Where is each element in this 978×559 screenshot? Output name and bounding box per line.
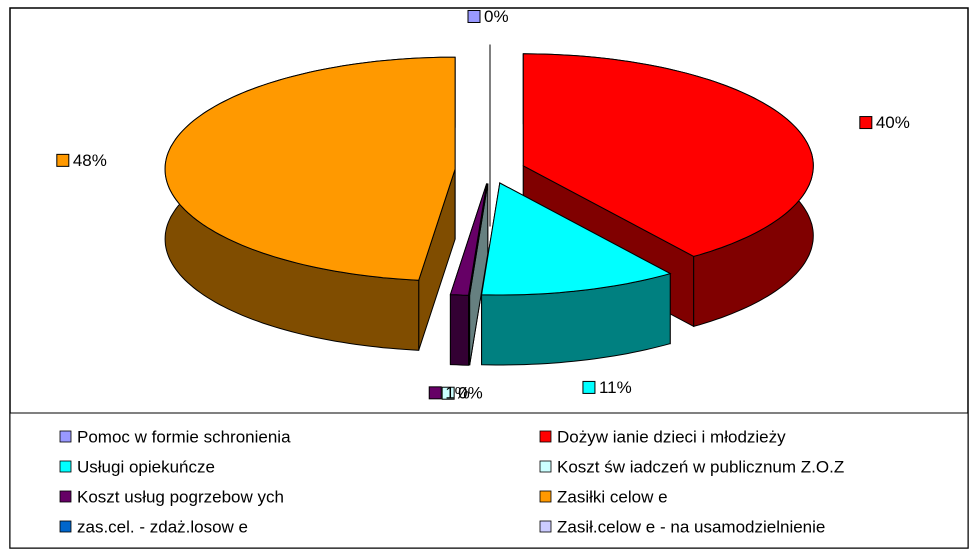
slice [164, 56, 456, 351]
legend-swatch [59, 490, 72, 503]
slice-top [481, 182, 672, 296]
data-label: 40% [876, 113, 910, 132]
label-swatch [428, 386, 442, 400]
label-swatch [467, 9, 481, 23]
data-label: 0% [484, 7, 509, 26]
label-swatch [441, 386, 455, 400]
legend-label: Koszt usług pogrzebow ych [77, 487, 284, 506]
legend-label: Pomoc w formie schronienia [77, 427, 291, 446]
slice [469, 183, 489, 366]
legend-label: Koszt św iadczeń w publicznum Z.O.Z [557, 457, 844, 476]
legend-label: zas.cel. - zdaż.losow e [77, 517, 248, 536]
legend-swatch [59, 460, 72, 473]
label-swatch [56, 153, 70, 167]
legend-swatch [539, 490, 552, 503]
data-label: 11% [599, 378, 632, 397]
data-label: 48% [73, 151, 107, 170]
legend-label: Dożyw ianie dzieci i młodzieży [557, 427, 786, 446]
legend-swatch [539, 430, 552, 443]
legend-label: Zasił.celow e - na usamodzielnienie [557, 517, 825, 536]
slice-side [449, 294, 469, 366]
data-label: 1% [445, 383, 470, 402]
legend-label: Usługi opiekuńcze [77, 457, 215, 476]
slice [481, 182, 672, 366]
slice-top [522, 53, 814, 257]
legend-swatch [59, 520, 72, 533]
legend-label: Zasiłki celow e [557, 487, 668, 506]
label-swatch [582, 380, 596, 394]
data-labels: 0%40%11%0%1%48% [56, 7, 910, 403]
legend-swatch [539, 520, 552, 533]
legend-swatch [539, 460, 552, 473]
pie [164, 44, 814, 366]
slice-top [469, 183, 489, 296]
slice-top [164, 56, 456, 281]
data-label: 0% [458, 384, 483, 403]
legend: Pomoc w formie schronienia Dożyw ianie dz… [59, 427, 844, 536]
legend-box [9, 412, 969, 549]
slice-top [449, 183, 488, 296]
label-swatch [859, 116, 873, 130]
legend-swatch [59, 430, 72, 443]
